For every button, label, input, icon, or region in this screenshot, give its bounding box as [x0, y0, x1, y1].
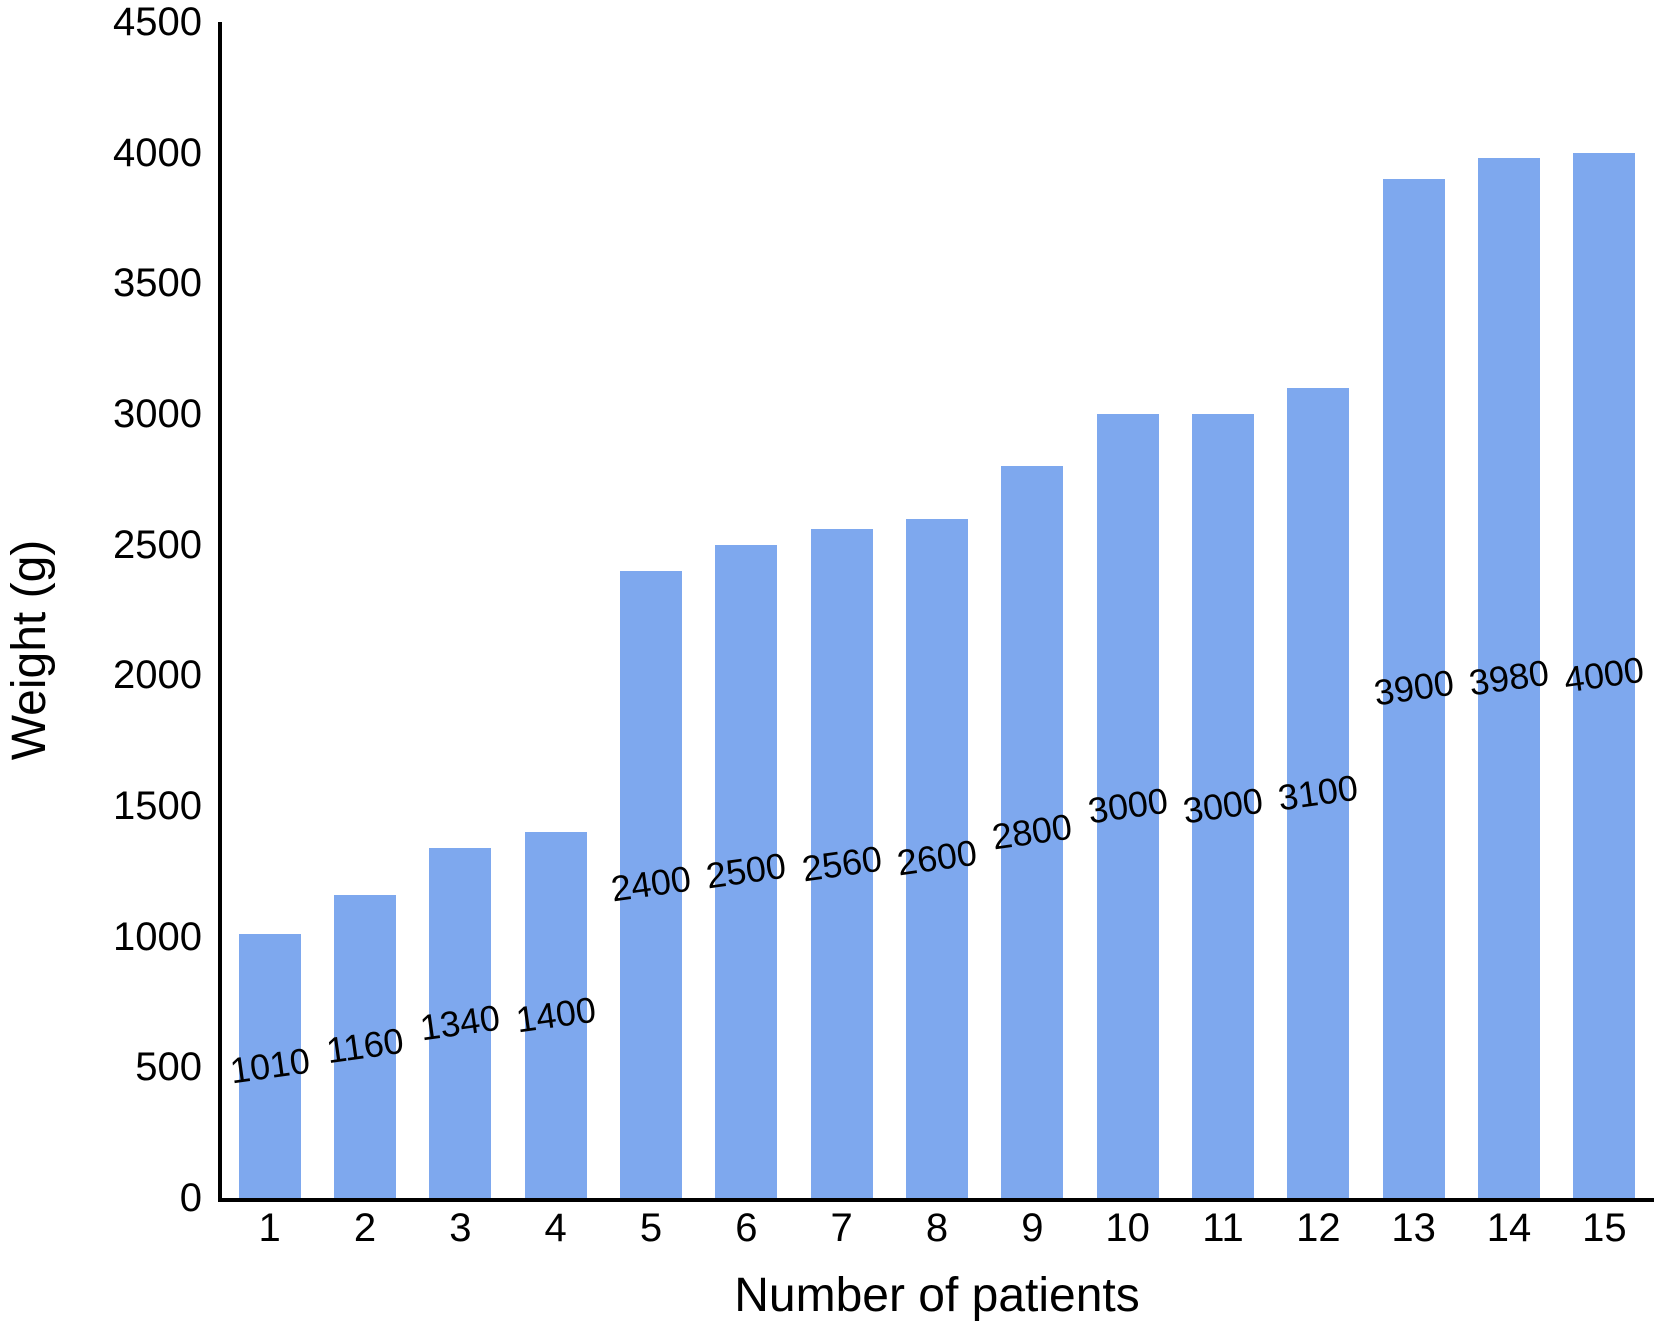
- y-tick-label: 500: [135, 1045, 202, 1090]
- bar-patient-12: [1287, 387, 1350, 1198]
- y-tick-label: 1000: [113, 914, 202, 959]
- bar-patient-1: [238, 934, 301, 1198]
- y-tick-label: 4000: [113, 130, 202, 175]
- x-tick-label: 5: [639, 1206, 663, 1250]
- x-axis-line: [218, 1198, 1654, 1202]
- bar-patient-5: [620, 570, 682, 1198]
- bar-patient-10: [1096, 414, 1159, 1198]
- x-axis-tick-labels: 1 2 3 4 5 6 7 8 9 10 11 12 13 14 15: [222, 1208, 1652, 1260]
- bar-patient-13: [1382, 178, 1445, 1198]
- x-tick-label: 10: [1105, 1206, 1150, 1250]
- x-tick-label: 1: [258, 1206, 281, 1250]
- y-axis-line: [218, 22, 222, 1202]
- bar-patient-15: [1573, 152, 1636, 1198]
- x-tick-label: 8: [925, 1206, 949, 1250]
- bar-patient-4: [524, 832, 587, 1198]
- x-tick-label: 4: [544, 1206, 567, 1250]
- bar-patient-3: [429, 847, 492, 1198]
- x-tick-label: 13: [1391, 1206, 1436, 1250]
- y-tick-label: 0: [179, 1176, 202, 1220]
- plot-area: 1010 1160 1340 1400 2400 2500 2560 2600 2800 3000…: [222, 22, 1652, 1198]
- y-tick-label: 3000: [113, 392, 202, 436]
- y-tick-label: 2000: [113, 653, 202, 698]
- y-tick-label: 4500: [113, 0, 202, 44]
- x-tick-label: 2: [353, 1206, 377, 1250]
- bar-patient-11: [1192, 414, 1254, 1198]
- x-tick-label: 9: [1021, 1206, 1044, 1250]
- bar-patient-2: [334, 894, 396, 1198]
- bar-patient-7: [810, 529, 873, 1198]
- x-axis-title: Number of patients: [734, 1269, 1140, 1322]
- y-tick-label: 3500: [113, 261, 202, 306]
- x-tick-label: 3: [449, 1206, 472, 1250]
- y-tick-label: 1500: [113, 784, 202, 828]
- bar-value-label: 2560: [799, 837, 885, 889]
- bar-patient-6: [715, 544, 778, 1198]
- y-tick-label: 2500: [113, 522, 202, 567]
- x-tick-label: 15: [1582, 1206, 1627, 1250]
- x-tick-label: 6: [735, 1206, 758, 1250]
- bar-patient-8: [906, 518, 968, 1198]
- x-tick-label: 12: [1296, 1206, 1341, 1250]
- bar-patient-14: [1478, 157, 1540, 1198]
- x-tick-label: 7: [830, 1206, 853, 1250]
- y-axis-tick-labels: 0 500 1000 1500 2000 2500 3000 3500 4000 4500: [0, 2, 202, 1218]
- x-tick-label: 11: [1202, 1206, 1244, 1250]
- x-tick-label: 14: [1486, 1206, 1532, 1250]
- bar-patient-9: [1001, 466, 1064, 1198]
